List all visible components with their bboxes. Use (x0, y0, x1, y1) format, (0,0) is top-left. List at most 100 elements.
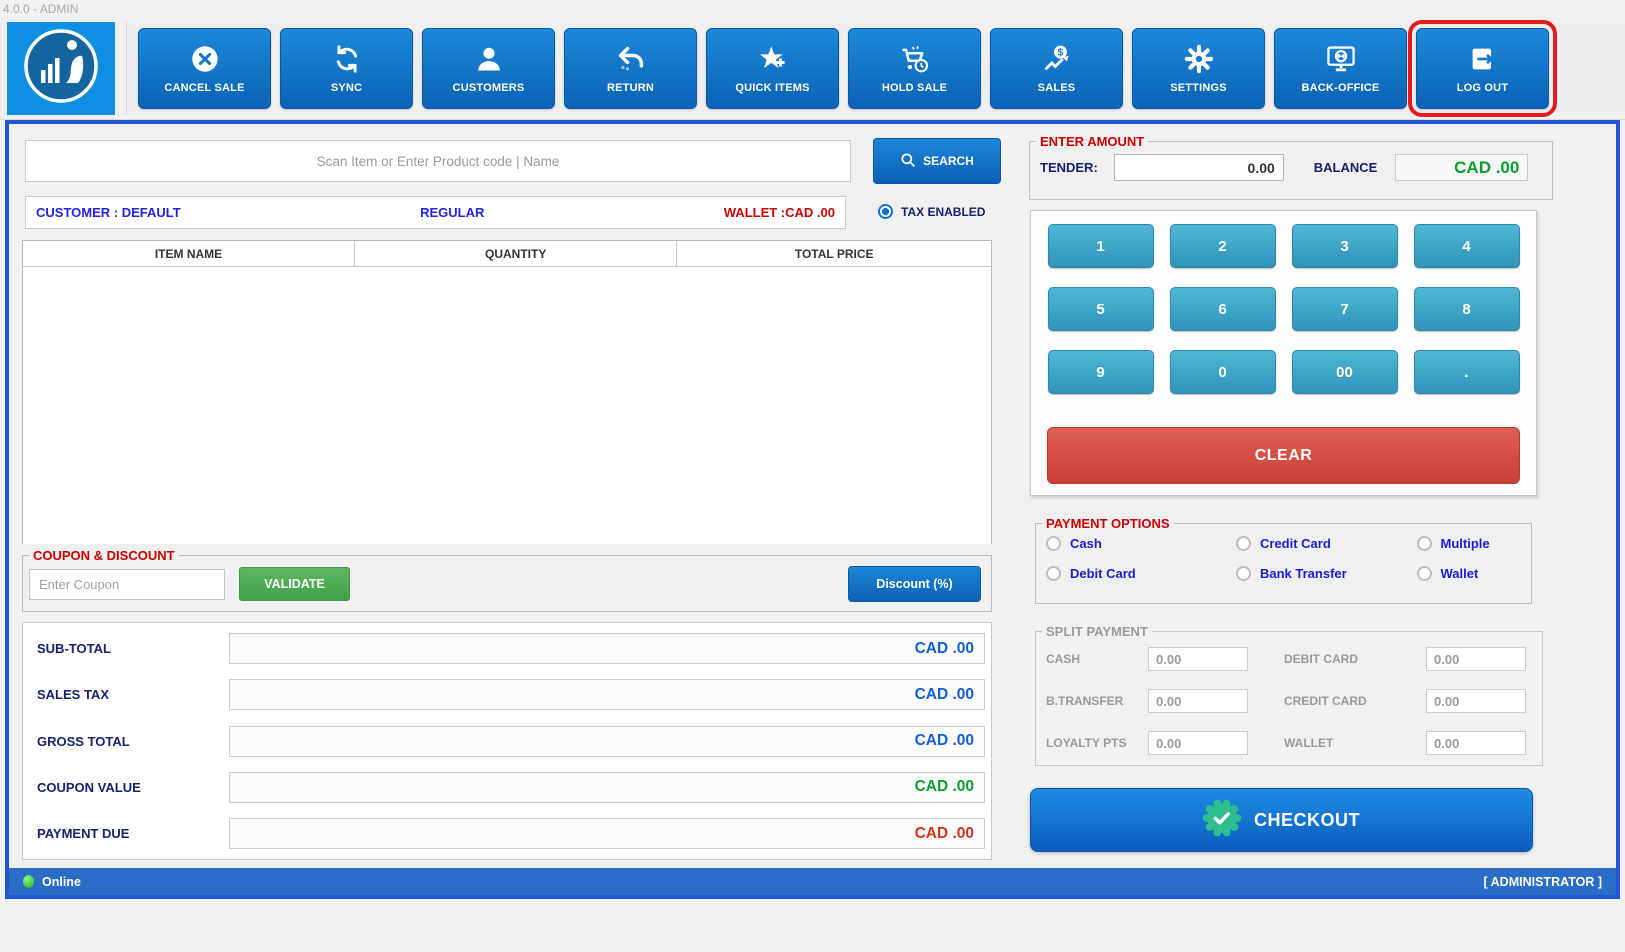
sales-icon: $ (1042, 44, 1072, 74)
split-cash-label: CASH (1046, 652, 1081, 666)
tender-label: TENDER: (1040, 160, 1098, 175)
column-total-price: TOTAL PRICE (794, 246, 874, 261)
numpad-key-0[interactable]: 0 (1169, 350, 1276, 394)
hold-sale-icon (899, 44, 931, 74)
discount-button[interactable]: Discount (%) (848, 566, 981, 602)
numpad-key-7[interactable]: 7 (1291, 287, 1398, 331)
validate-button[interactable]: VALIDATE (239, 567, 350, 601)
back-office-button[interactable]: BACK-OFFICE (1274, 28, 1407, 109)
subtotal-label: SUB-TOTAL (37, 641, 111, 656)
coupon-input[interactable] (29, 568, 225, 600)
customers-icon (474, 44, 504, 74)
payment-options-group: PAYMENT OPTIONS Cash Credit Card Multipl… (1035, 516, 1532, 604)
payment-due-value: CAD .00 (229, 818, 985, 849)
payment-option-cash[interactable]: Cash (1046, 536, 1236, 551)
split-wallet-input[interactable] (1426, 731, 1526, 755)
return-label: RETURN (606, 81, 655, 94)
online-status-icon (23, 875, 34, 888)
split-loyalty-pts-label: LOYALTY PTS (1046, 736, 1127, 750)
sync-label: SYNC (330, 81, 363, 94)
radio-unselected-icon[interactable] (1046, 536, 1061, 551)
payment-option-multiple-label: Multiple (1440, 536, 1490, 551)
window-title: 4.0.0 - ADMIN (3, 2, 79, 16)
sales-tax-row: SALES TAX CAD .00 (37, 679, 985, 711)
customers-button[interactable]: CUSTOMERS (422, 28, 555, 109)
cancel-sale-button[interactable]: CANCEL SALE (138, 28, 271, 109)
customer-name: CUSTOMER : DEFAULT (36, 205, 181, 220)
split-payment-legend: SPLIT PAYMENT (1046, 624, 1148, 639)
checkout-badge-icon (1202, 799, 1242, 842)
split-loyalty-pts-input[interactable] (1148, 731, 1248, 755)
numpad-key-9[interactable]: 9 (1047, 350, 1154, 394)
gross-total-value: CAD .00 (229, 725, 985, 757)
customer-type: REGULAR (420, 205, 485, 220)
back-office-icon (1325, 44, 1357, 74)
coupon-value-value: CAD .00 (229, 771, 985, 803)
column-item-name: ITEM NAME (23, 241, 356, 266)
settings-icon (1184, 44, 1214, 74)
numpad-key-5[interactable]: 5 (1047, 287, 1154, 331)
numpad-panel: 1 2 3 4 5 6 7 8 9 0 00 . CLEAR (1030, 210, 1537, 496)
sales-tax-value: CAD .00 (229, 679, 985, 711)
numpad-key-00[interactable]: 00 (1291, 350, 1398, 394)
cancel-sale-label: CANCEL SALE (164, 81, 245, 94)
sales-button[interactable]: $ SALES (990, 28, 1123, 109)
split-bank-transfer-input[interactable] (1148, 689, 1248, 713)
balance-value: CAD .00 (1395, 154, 1529, 181)
numpad-key-4[interactable]: 4 (1413, 224, 1520, 268)
clear-button[interactable]: CLEAR (1047, 427, 1520, 484)
tender-input[interactable] (1113, 154, 1284, 181)
search-button-label: SEARCH (923, 154, 974, 168)
numpad-key-8[interactable]: 8 (1413, 287, 1520, 331)
radio-unselected-icon[interactable] (1236, 566, 1251, 581)
items-table: ITEM NAME QUANTITY TOTAL PRICE (22, 240, 992, 544)
payment-option-wallet[interactable]: Wallet (1416, 566, 1522, 581)
numpad-key-2[interactable]: 2 (1169, 224, 1276, 268)
numpad-key-3[interactable]: 3 (1291, 224, 1398, 268)
checkout-button[interactable]: CHECKOUT (1030, 788, 1533, 852)
log-out-button[interactable]: LOG OUT (1408, 20, 1557, 117)
radio-unselected-icon[interactable] (1046, 566, 1061, 581)
tax-enabled-label: TAX ENABLED (901, 204, 986, 219)
settings-button[interactable]: SETTINGS (1132, 28, 1265, 109)
tax-enabled-toggle[interactable]: TAX ENABLED (878, 204, 985, 219)
search-icon (900, 152, 916, 171)
radio-unselected-icon[interactable] (1236, 536, 1251, 551)
coupon-value-label: COUPON VALUE (37, 779, 141, 795)
radio-unselected-icon[interactable] (1416, 536, 1432, 551)
split-debit-card-input[interactable] (1426, 647, 1526, 671)
items-table-header: ITEM NAME QUANTITY TOTAL PRICE (23, 241, 991, 267)
split-cash-input[interactable] (1148, 647, 1248, 671)
search-button[interactable]: SEARCH (873, 138, 1001, 184)
return-icon (616, 44, 646, 74)
radio-selected-icon[interactable] (878, 204, 893, 219)
payment-option-bank-transfer[interactable]: Bank Transfer (1236, 566, 1417, 581)
balance-label: BALANCE (1313, 160, 1378, 175)
split-wallet-label: WALLET (1284, 736, 1334, 750)
numpad-key-1[interactable]: 1 (1047, 224, 1154, 268)
customer-wallet: WALLET :CAD .00 (723, 205, 835, 220)
payment-option-debit-card[interactable]: Debit Card (1046, 566, 1236, 581)
payment-option-wallet-label: Wallet (1440, 566, 1479, 581)
status-bar: Online [ ADMINISTRATOR ] (9, 868, 1616, 895)
search-input[interactable] (25, 140, 851, 182)
payment-due-label: PAYMENT DUE (37, 826, 130, 841)
split-credit-card-input[interactable] (1426, 689, 1526, 713)
numpad-key-decimal[interactable]: . (1413, 350, 1520, 394)
payment-option-multiple[interactable]: Multiple (1416, 536, 1522, 551)
app-logo[interactable] (7, 22, 115, 115)
quick-items-button[interactable]: QUICK ITEMS (706, 28, 839, 109)
enter-amount-group: ENTER AMOUNT TENDER: BALANCE CAD .00 (1029, 134, 1553, 200)
return-button[interactable]: RETURN (564, 28, 697, 109)
sync-button[interactable]: SYNC (280, 28, 413, 109)
payment-option-credit-card-label: Credit Card (1260, 536, 1331, 551)
gross-total-row: GROSS TOTAL CAD .00 (37, 725, 985, 757)
payment-option-debit-card-label: Debit Card (1070, 566, 1136, 581)
payment-option-credit-card[interactable]: Credit Card (1236, 536, 1417, 551)
sales-label: SALES (1037, 81, 1076, 94)
radio-unselected-icon[interactable] (1416, 566, 1432, 581)
payment-due-row: PAYMENT DUE CAD .00 (37, 818, 985, 849)
hold-sale-button[interactable]: HOLD SALE (848, 28, 981, 109)
numpad-key-6[interactable]: 6 (1169, 287, 1276, 331)
gross-total-label: GROSS TOTAL (37, 733, 130, 749)
